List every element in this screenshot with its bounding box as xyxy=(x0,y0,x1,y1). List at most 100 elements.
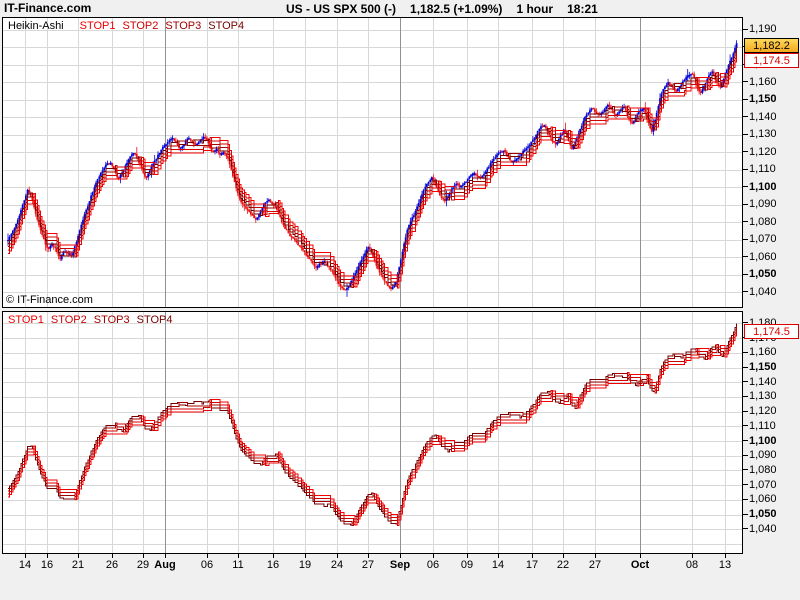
stop-level-marker-top: 1,174.5 xyxy=(744,53,799,68)
x-axis-tick xyxy=(725,554,726,558)
legend-stop3[interactable]: STOP3 xyxy=(165,20,202,32)
price-chart-canvas xyxy=(3,18,742,307)
bottom-panel-legend: STOP1 STOP2 STOP3 STOP4 xyxy=(8,314,180,326)
y-axis-label: 1,110 xyxy=(743,420,776,433)
x-axis-label: Aug xyxy=(154,559,176,571)
x-axis-tick xyxy=(595,554,596,558)
x-axis-tick xyxy=(238,554,239,558)
y-axis-label: 1,150 xyxy=(743,361,777,374)
x-axis-tick xyxy=(368,554,369,558)
x-axis-tick xyxy=(467,554,468,558)
legend-stop1[interactable]: STOP1 xyxy=(79,20,116,32)
stops-chart-panel[interactable]: STOP1 STOP2 STOP3 STOP4 xyxy=(2,311,743,554)
axis-tick-mark xyxy=(743,454,748,456)
x-axis-tick xyxy=(640,554,641,558)
x-axis-label: Oct xyxy=(630,559,650,571)
axis-tick-mark xyxy=(743,151,748,153)
legend-stop2[interactable]: STOP2 xyxy=(50,314,87,326)
axis-tick-mark xyxy=(743,168,748,170)
y-axis-label: 1,100 xyxy=(743,435,777,448)
x-axis-label: 14 xyxy=(491,559,505,571)
axis-tick-mark xyxy=(743,28,748,30)
axis-tick-mark xyxy=(743,469,748,471)
y-axis-label: 1,060 xyxy=(743,493,777,506)
axis-tick-mark xyxy=(743,273,748,275)
quote-header: US - US SPX 500 (-) 1,182.5 (+1.09%) 1 hou… xyxy=(286,2,612,16)
x-axis-label: 27 xyxy=(361,559,375,571)
y-axis-label: 1,130 xyxy=(743,390,777,403)
legend-heikin-ashi[interactable]: Heikin-Ashi xyxy=(8,20,64,32)
x-axis-tick xyxy=(692,554,693,558)
x-axis-label: 09 xyxy=(460,559,474,571)
x-axis-tick xyxy=(143,554,144,558)
x-axis-tick xyxy=(337,554,338,558)
x-axis-label: 17 xyxy=(525,559,539,571)
axis-tick-mark xyxy=(743,410,748,412)
legend-stop4[interactable]: STOP4 xyxy=(136,314,173,326)
x-axis-label: 21 xyxy=(71,559,85,571)
y-axis-label: 1,190 xyxy=(743,23,777,36)
x-axis-tick xyxy=(563,554,564,558)
axis-tick-mark xyxy=(743,528,748,530)
last-quote: 1,182.5 (+1.09%) xyxy=(410,2,503,16)
y-axis-label: 1,150 xyxy=(743,93,777,106)
x-axis-tick xyxy=(47,554,48,558)
time-axis[interactable]: 14 16 21 26 29 Aug 06 11 16 19 24 27 Sep 06 09 14 17 22 27… xyxy=(0,554,743,576)
x-axis-label: 06 xyxy=(200,559,214,571)
clock: 18:21 xyxy=(567,2,598,16)
legend-stop1[interactable]: STOP1 xyxy=(8,314,44,326)
x-axis-label: 24 xyxy=(330,559,344,571)
x-axis-label: 11 xyxy=(232,559,244,571)
x-axis-label: 16 xyxy=(40,559,54,571)
y-axis-label: 1,080 xyxy=(743,216,777,229)
brand-logo: IT-Finance.com xyxy=(4,1,92,15)
y-axis-label: 1,090 xyxy=(743,198,777,211)
x-axis-tick xyxy=(273,554,274,558)
axis-tick-mark xyxy=(743,238,748,240)
x-axis-label: Sep xyxy=(389,559,411,571)
x-axis-label: 29 xyxy=(136,559,150,571)
y-axis-label: 1,120 xyxy=(743,405,777,418)
axis-tick-mark xyxy=(743,366,748,368)
axis-tick-mark xyxy=(743,291,748,293)
axis-tick-mark xyxy=(743,98,748,100)
x-axis-tick xyxy=(305,554,306,558)
copyright-watermark: © IT-Finance.com xyxy=(6,294,93,306)
legend-stop2[interactable]: STOP2 xyxy=(122,20,159,32)
axis-tick-mark xyxy=(743,440,748,442)
x-axis-label: 13 xyxy=(718,559,732,571)
market-title: US - US SPX 500 (-) xyxy=(286,2,397,16)
y-axis-label: 1,110 xyxy=(743,163,776,176)
x-axis-label: 06 xyxy=(426,559,440,571)
x-axis-tick xyxy=(78,554,79,558)
axis-tick-mark xyxy=(743,256,748,258)
stop-level-marker-bottom: 1,174.5 xyxy=(744,324,799,339)
axis-tick-mark xyxy=(743,498,748,500)
y-axis-label: 1,080 xyxy=(743,464,777,477)
x-axis-label: 26 xyxy=(105,559,119,571)
axis-tick-mark xyxy=(743,381,748,383)
x-axis-tick xyxy=(400,554,401,558)
x-axis-tick xyxy=(532,554,533,558)
top-panel-legend: Heikin-Ashi STOP1 STOP2 STOP3 STOP4 xyxy=(8,20,251,32)
y-axis-label: 1,160 xyxy=(743,76,777,89)
x-axis-label: 27 xyxy=(588,559,602,571)
axis-tick-mark xyxy=(743,81,748,83)
x-axis-tick xyxy=(433,554,434,558)
x-axis-tick xyxy=(498,554,499,558)
y-axis-label: 1,140 xyxy=(743,376,777,389)
legend-stop4[interactable]: STOP4 xyxy=(208,20,245,32)
x-axis-label: 14 xyxy=(18,559,32,571)
y-axis-label: 1,070 xyxy=(743,479,777,492)
y-axis-label: 1,120 xyxy=(743,146,777,159)
axis-tick-mark xyxy=(743,425,748,427)
y-axis-label: 1,050 xyxy=(743,508,777,521)
price-chart-panel[interactable]: Heikin-Ashi STOP1 STOP2 STOP3 STOP4 © IT-Fin… xyxy=(2,17,743,308)
timeframe-label: 1 hour xyxy=(516,2,554,16)
stops-chart-canvas xyxy=(3,312,742,553)
price-axis-bottom[interactable]: 1,1801,1701,1601,1501,1401,1301,1201,110… xyxy=(743,311,800,554)
last-price-marker: 1,182.2 xyxy=(744,38,799,53)
legend-stop3[interactable]: STOP3 xyxy=(93,314,130,326)
axis-tick-mark xyxy=(743,351,748,353)
